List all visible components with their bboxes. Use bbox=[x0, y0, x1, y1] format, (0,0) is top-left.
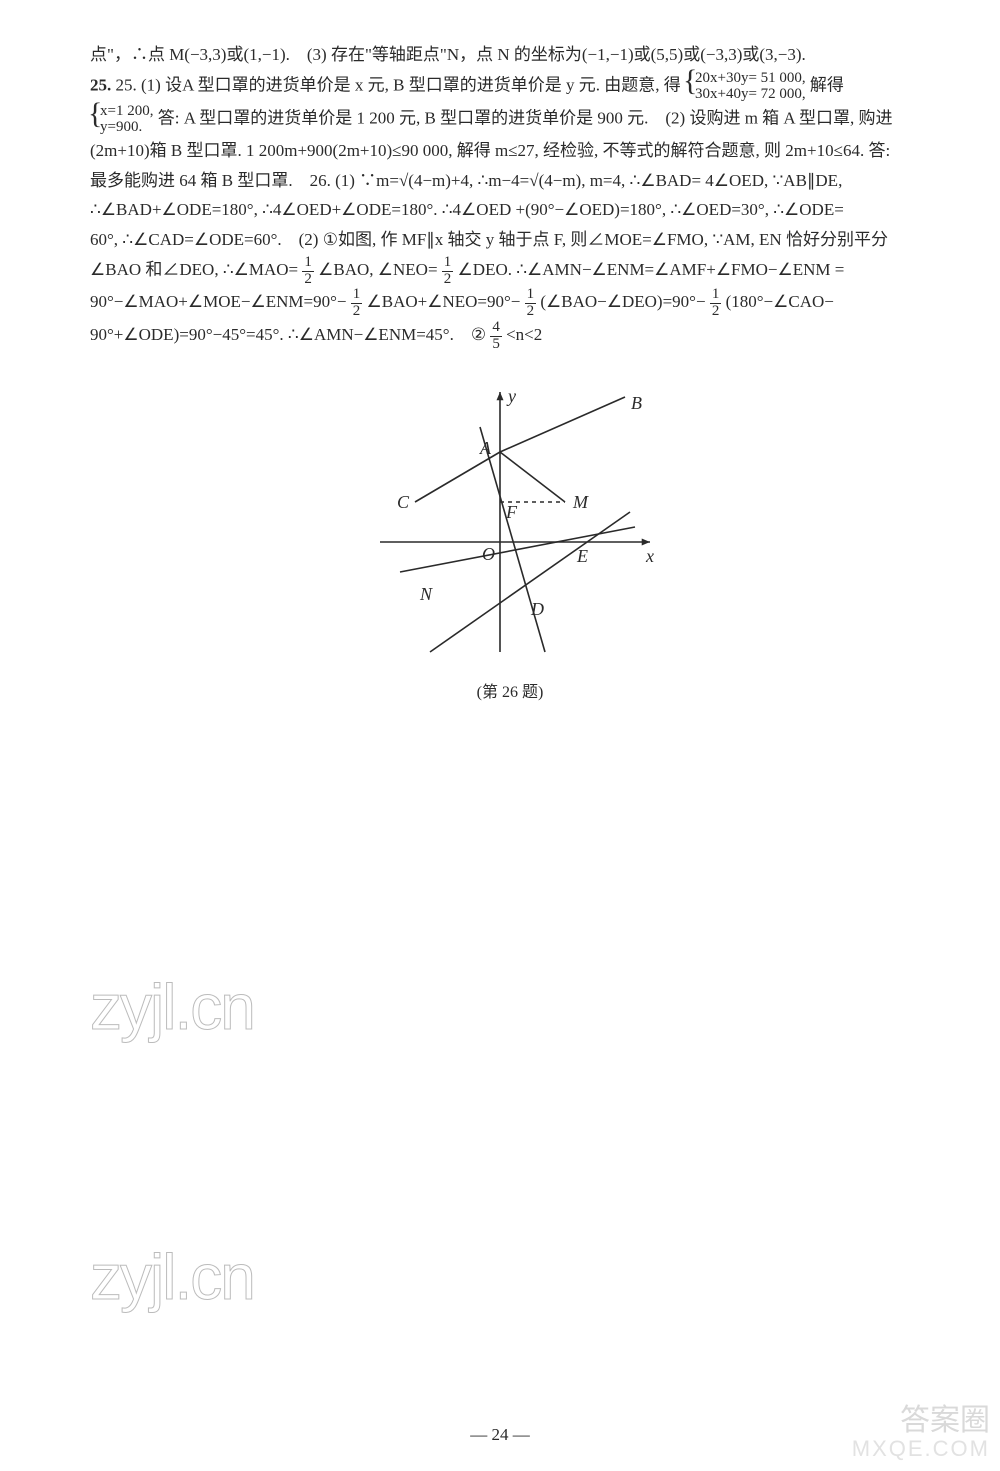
line-4: 最多能购进 64 箱 B 型口罩. 26. (1) ∵m=√(4−m)+4, ∴… bbox=[90, 171, 842, 190]
svg-text:N: N bbox=[419, 584, 433, 604]
frac-half-5: 1 2 bbox=[710, 287, 722, 320]
frac-45: 4 5 bbox=[490, 320, 502, 353]
svg-text:x: x bbox=[645, 546, 654, 566]
line-5: ∴∠BAD+∠ODE=180°, ∴4∠OED+∠ODE=180°. ∴4∠OE… bbox=[90, 200, 844, 219]
frac-half-3: 1 2 bbox=[351, 287, 363, 320]
svg-text:B: B bbox=[631, 393, 642, 413]
line-2: 答: A 型口罩的进货单价是 1 200 元, B 型口罩的进货单价是 900 … bbox=[158, 108, 893, 127]
line-10: 90°−∠MAO+∠MOE−∠ENM=90°− bbox=[90, 292, 346, 311]
frac-half-2: 1 2 bbox=[442, 255, 454, 288]
geometry-diagram: y x B A C F M O E N D bbox=[350, 372, 670, 672]
watermark-2: zyjl.cn bbox=[90, 1240, 254, 1314]
frac-half-1: 1 2 bbox=[302, 255, 314, 288]
diagram-caption: (第 26 题) bbox=[90, 678, 930, 702]
svg-text:F: F bbox=[505, 502, 518, 522]
sys1-top: 20x+30y= 51 000, bbox=[695, 70, 806, 86]
line-15: <n<2 bbox=[506, 325, 542, 344]
line-3: (2m+10)箱 B 型口罩. 1 200m+900(2m+10)≤90 000… bbox=[90, 141, 890, 160]
svg-text:y: y bbox=[506, 386, 516, 406]
line-12: (∠BAO−∠DEO)=90°− bbox=[540, 292, 705, 311]
solution-text: 点"，∴点 M(−3,3)或(1,−1). (3) 存在"等轴距点"N，点 N … bbox=[90, 40, 930, 352]
line-1: 25. (1) 设A 型口罩的进货单价是 x 元, B 型口罩的进货单价是 y … bbox=[116, 75, 681, 94]
sys1-after: 解得 bbox=[810, 75, 844, 94]
line-9: ∠DEO. ∴∠AMN−∠ENM=∠AMF+∠FMO−∠ENM = bbox=[458, 260, 845, 279]
line-8: ∠BAO, ∠NEO= bbox=[318, 260, 437, 279]
line-13: (180°−∠CAO− bbox=[726, 292, 834, 311]
page-number: — 24 — bbox=[0, 1425, 1000, 1445]
system-2: x=1 200, y=900. bbox=[90, 103, 153, 136]
svg-text:O: O bbox=[482, 544, 495, 564]
q25-label: 25. bbox=[90, 75, 111, 94]
svg-text:E: E bbox=[576, 546, 588, 566]
svg-text:A: A bbox=[479, 438, 492, 458]
svg-text:D: D bbox=[530, 599, 544, 619]
sys2-top: x=1 200, bbox=[100, 103, 153, 119]
line-7: ∠BAO 和∠DEO, ∴∠MAO= bbox=[90, 260, 298, 279]
system-1: 20x+30y= 51 000, 30x+40y= 72 000, bbox=[685, 70, 806, 103]
frac-half-4: 1 2 bbox=[525, 287, 537, 320]
sys2-bot: y=900. bbox=[100, 119, 142, 135]
line-6: 60°, ∴∠CAD=∠ODE=60°. (2) ①如图, 作 MF∥x 轴交 … bbox=[90, 230, 888, 249]
line-0: 点"，∴点 M(−3,3)或(1,−1). (3) 存在"等轴距点"N，点 N … bbox=[90, 45, 806, 64]
line-11: ∠BAO+∠NEO=90°− bbox=[366, 292, 520, 311]
line-14: 90°+∠ODE)=90°−45°=45°. ∴∠AMN−∠ENM=45°. ② bbox=[90, 325, 486, 344]
sys1-bot: 30x+40y= 72 000, bbox=[695, 86, 806, 102]
watermark-1: zyjl.cn bbox=[90, 970, 254, 1044]
svg-text:C: C bbox=[397, 492, 410, 512]
svg-text:M: M bbox=[572, 492, 589, 512]
diagram-container: y x B A C F M O E N D (第 26 题) bbox=[90, 372, 930, 702]
